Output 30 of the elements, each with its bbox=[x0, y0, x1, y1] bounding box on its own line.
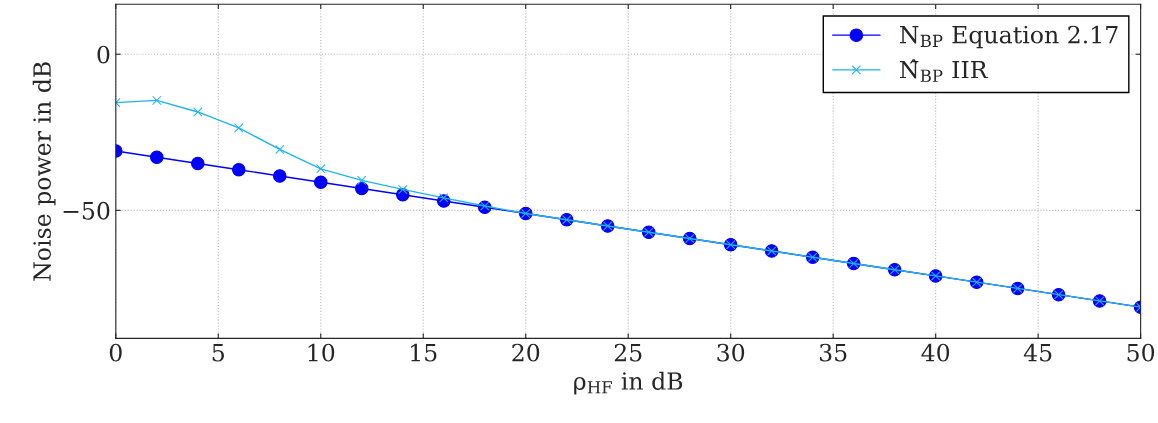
x-axis-title: ρ$_{HF}$ in dB bbox=[574, 371, 683, 395]
point bbox=[232, 162, 246, 177]
point bbox=[398, 184, 408, 195]
y-tick-label: −50 bbox=[63, 201, 110, 220]
y-axis-title: Noise power in dB bbox=[32, 62, 56, 281]
x-tick-label: 35 bbox=[819, 343, 847, 362]
point bbox=[357, 175, 367, 186]
x-tick-label: 30 bbox=[717, 343, 745, 362]
point bbox=[150, 150, 164, 165]
point bbox=[273, 169, 287, 183]
point bbox=[234, 123, 244, 133]
point bbox=[314, 175, 328, 190]
x-tick-label: 0 bbox=[109, 343, 122, 362]
legend-label: N$_{BP}$ Equation 2.17 bbox=[900, 25, 1118, 49]
point bbox=[152, 95, 162, 106]
x-tick-label: 25 bbox=[614, 343, 642, 362]
point bbox=[275, 144, 285, 155]
x-tick-label: 20 bbox=[512, 343, 540, 362]
legend-label: N̂$_{BP}$ IIR bbox=[900, 59, 989, 82]
x-tick-label: 45 bbox=[1023, 343, 1052, 362]
point bbox=[316, 164, 326, 174]
x-tick-label: 5 bbox=[212, 343, 224, 362]
x-tick-label: 40 bbox=[921, 343, 950, 362]
x-tick-label: 15 bbox=[411, 343, 437, 362]
point bbox=[191, 156, 205, 171]
point bbox=[354, 181, 369, 196]
point bbox=[193, 107, 203, 117]
point bbox=[439, 193, 449, 203]
x-tick-label: 50 bbox=[1127, 343, 1155, 362]
x-tick-label: 10 bbox=[308, 343, 335, 362]
